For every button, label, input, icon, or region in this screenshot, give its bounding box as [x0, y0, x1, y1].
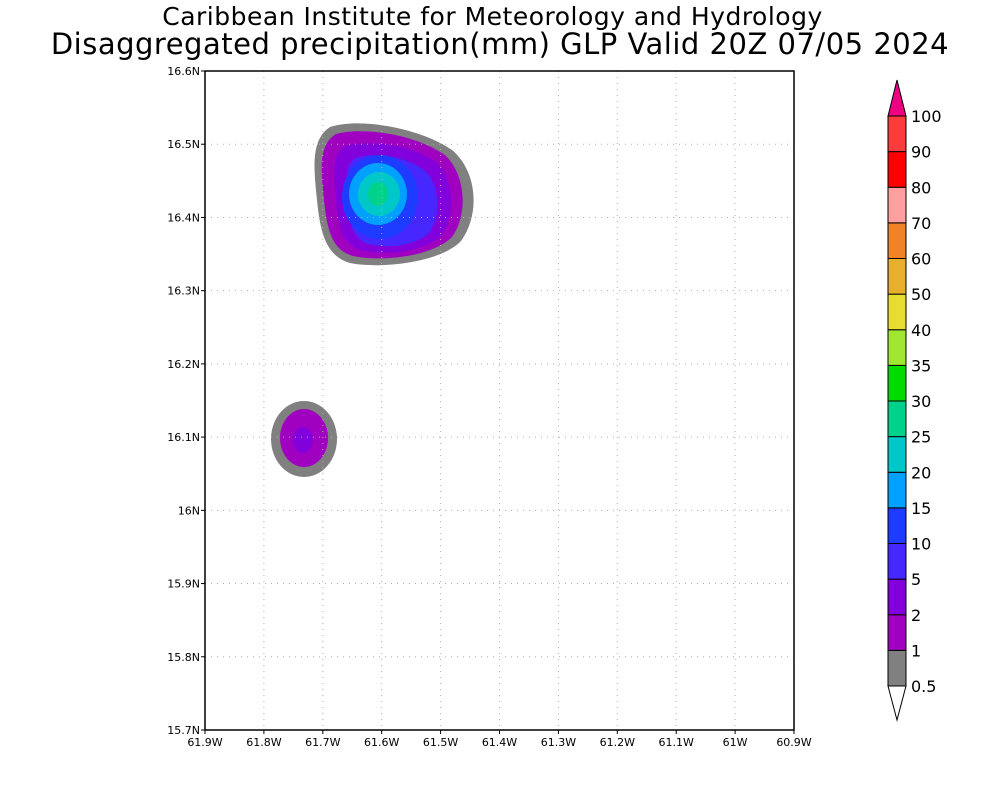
colorbar-label: 0.5	[911, 677, 936, 696]
contour-25-30	[368, 182, 388, 206]
x-tick-label: 61.8W	[246, 736, 281, 749]
colorbar-swatch	[887, 151, 907, 188]
colorbar-label: 50	[911, 285, 931, 304]
colorbar-label: 70	[911, 214, 931, 233]
colorbar-swatch	[887, 543, 907, 580]
colorbar-swatch	[887, 186, 907, 224]
colorbar-swatch	[887, 649, 907, 687]
x-tick-label: 60.9W	[776, 736, 811, 749]
plot-frame	[204, 70, 795, 731]
y-tick-label: 16.5N	[167, 138, 200, 151]
colorbar-swatch	[887, 507, 907, 544]
colorbar-swatch	[887, 222, 907, 259]
y-tick-label: 15.9N	[167, 578, 200, 591]
grid-lines	[205, 71, 794, 730]
x-tick-label: 61.5W	[423, 736, 458, 749]
colorbar-swatch	[887, 400, 907, 438]
colorbar-swatch	[887, 578, 907, 616]
y-tick-label: 16.1N	[167, 431, 200, 444]
x-axis-ticks: 61.9W 61.8W 61.7W 61.6W 61.5W 61.4W 61.3W 61.2W…	[187, 730, 812, 749]
y-axis-ticks: 15.7N 15.8N 15.9N 16N 16.1N 16.2N 16.3N 16.4N 16…	[167, 65, 205, 737]
x-tick-label: 61.2W	[600, 736, 635, 749]
chart-title-line1: Caribbean Institute for Meteorology and …	[162, 2, 823, 31]
y-tick-label: 16N	[178, 504, 200, 517]
colorbar-label: 30	[911, 392, 931, 411]
y-tick-label: 16.6N	[167, 65, 200, 78]
y-tick-label: 15.8N	[167, 651, 200, 664]
y-tick-label: 15.7N	[167, 724, 200, 737]
colorbar-label: 60	[911, 250, 931, 269]
x-tick-label: 61W	[723, 736, 748, 749]
colorbar-label: 40	[911, 321, 931, 340]
chart-title-line2: Disaggregated precipitation(mm) GLP Vali…	[50, 27, 950, 61]
colorbar-swatch	[887, 293, 907, 331]
colorbar-swatch	[887, 258, 907, 295]
colorbar-label: 1	[911, 641, 921, 660]
colorbar-label: 5	[911, 570, 921, 589]
colorbar-label: 15	[911, 499, 931, 518]
y-tick-label: 16.4N	[167, 211, 200, 224]
colorbar-label: 10	[911, 535, 931, 554]
colorbar-label: 25	[911, 428, 931, 447]
x-tick-label: 61.7W	[305, 736, 340, 749]
x-tick-label: 61.1W	[659, 736, 694, 749]
colorbar-swatch	[887, 115, 907, 153]
y-tick-label: 16.3N	[167, 285, 200, 298]
colorbar-label: 35	[911, 356, 931, 375]
colorbar-under-arrow	[887, 685, 907, 722]
colorbar-swatch	[887, 436, 907, 473]
contour-2-5	[293, 427, 313, 453]
colorbar-label: 100	[911, 107, 942, 126]
colorbar-label: 20	[911, 463, 931, 482]
x-tick-label: 61.3W	[541, 736, 576, 749]
colorbar-swatch	[887, 471, 907, 509]
colorbar-swatch	[887, 614, 907, 651]
x-tick-label: 61.6W	[364, 736, 399, 749]
colorbar-label: 80	[911, 178, 931, 197]
x-tick-label: 61.4W	[482, 736, 517, 749]
colorbar-label: 90	[911, 143, 931, 162]
y-tick-label: 16.2N	[167, 358, 200, 371]
colorbar-swatch	[887, 364, 907, 402]
colorbar-swatch	[887, 329, 907, 366]
colorbar-label: 2	[911, 606, 921, 625]
x-tick-label: 61.9W	[187, 736, 222, 749]
precipitation-contours	[271, 123, 474, 477]
colorbar-over-arrow	[887, 79, 907, 117]
